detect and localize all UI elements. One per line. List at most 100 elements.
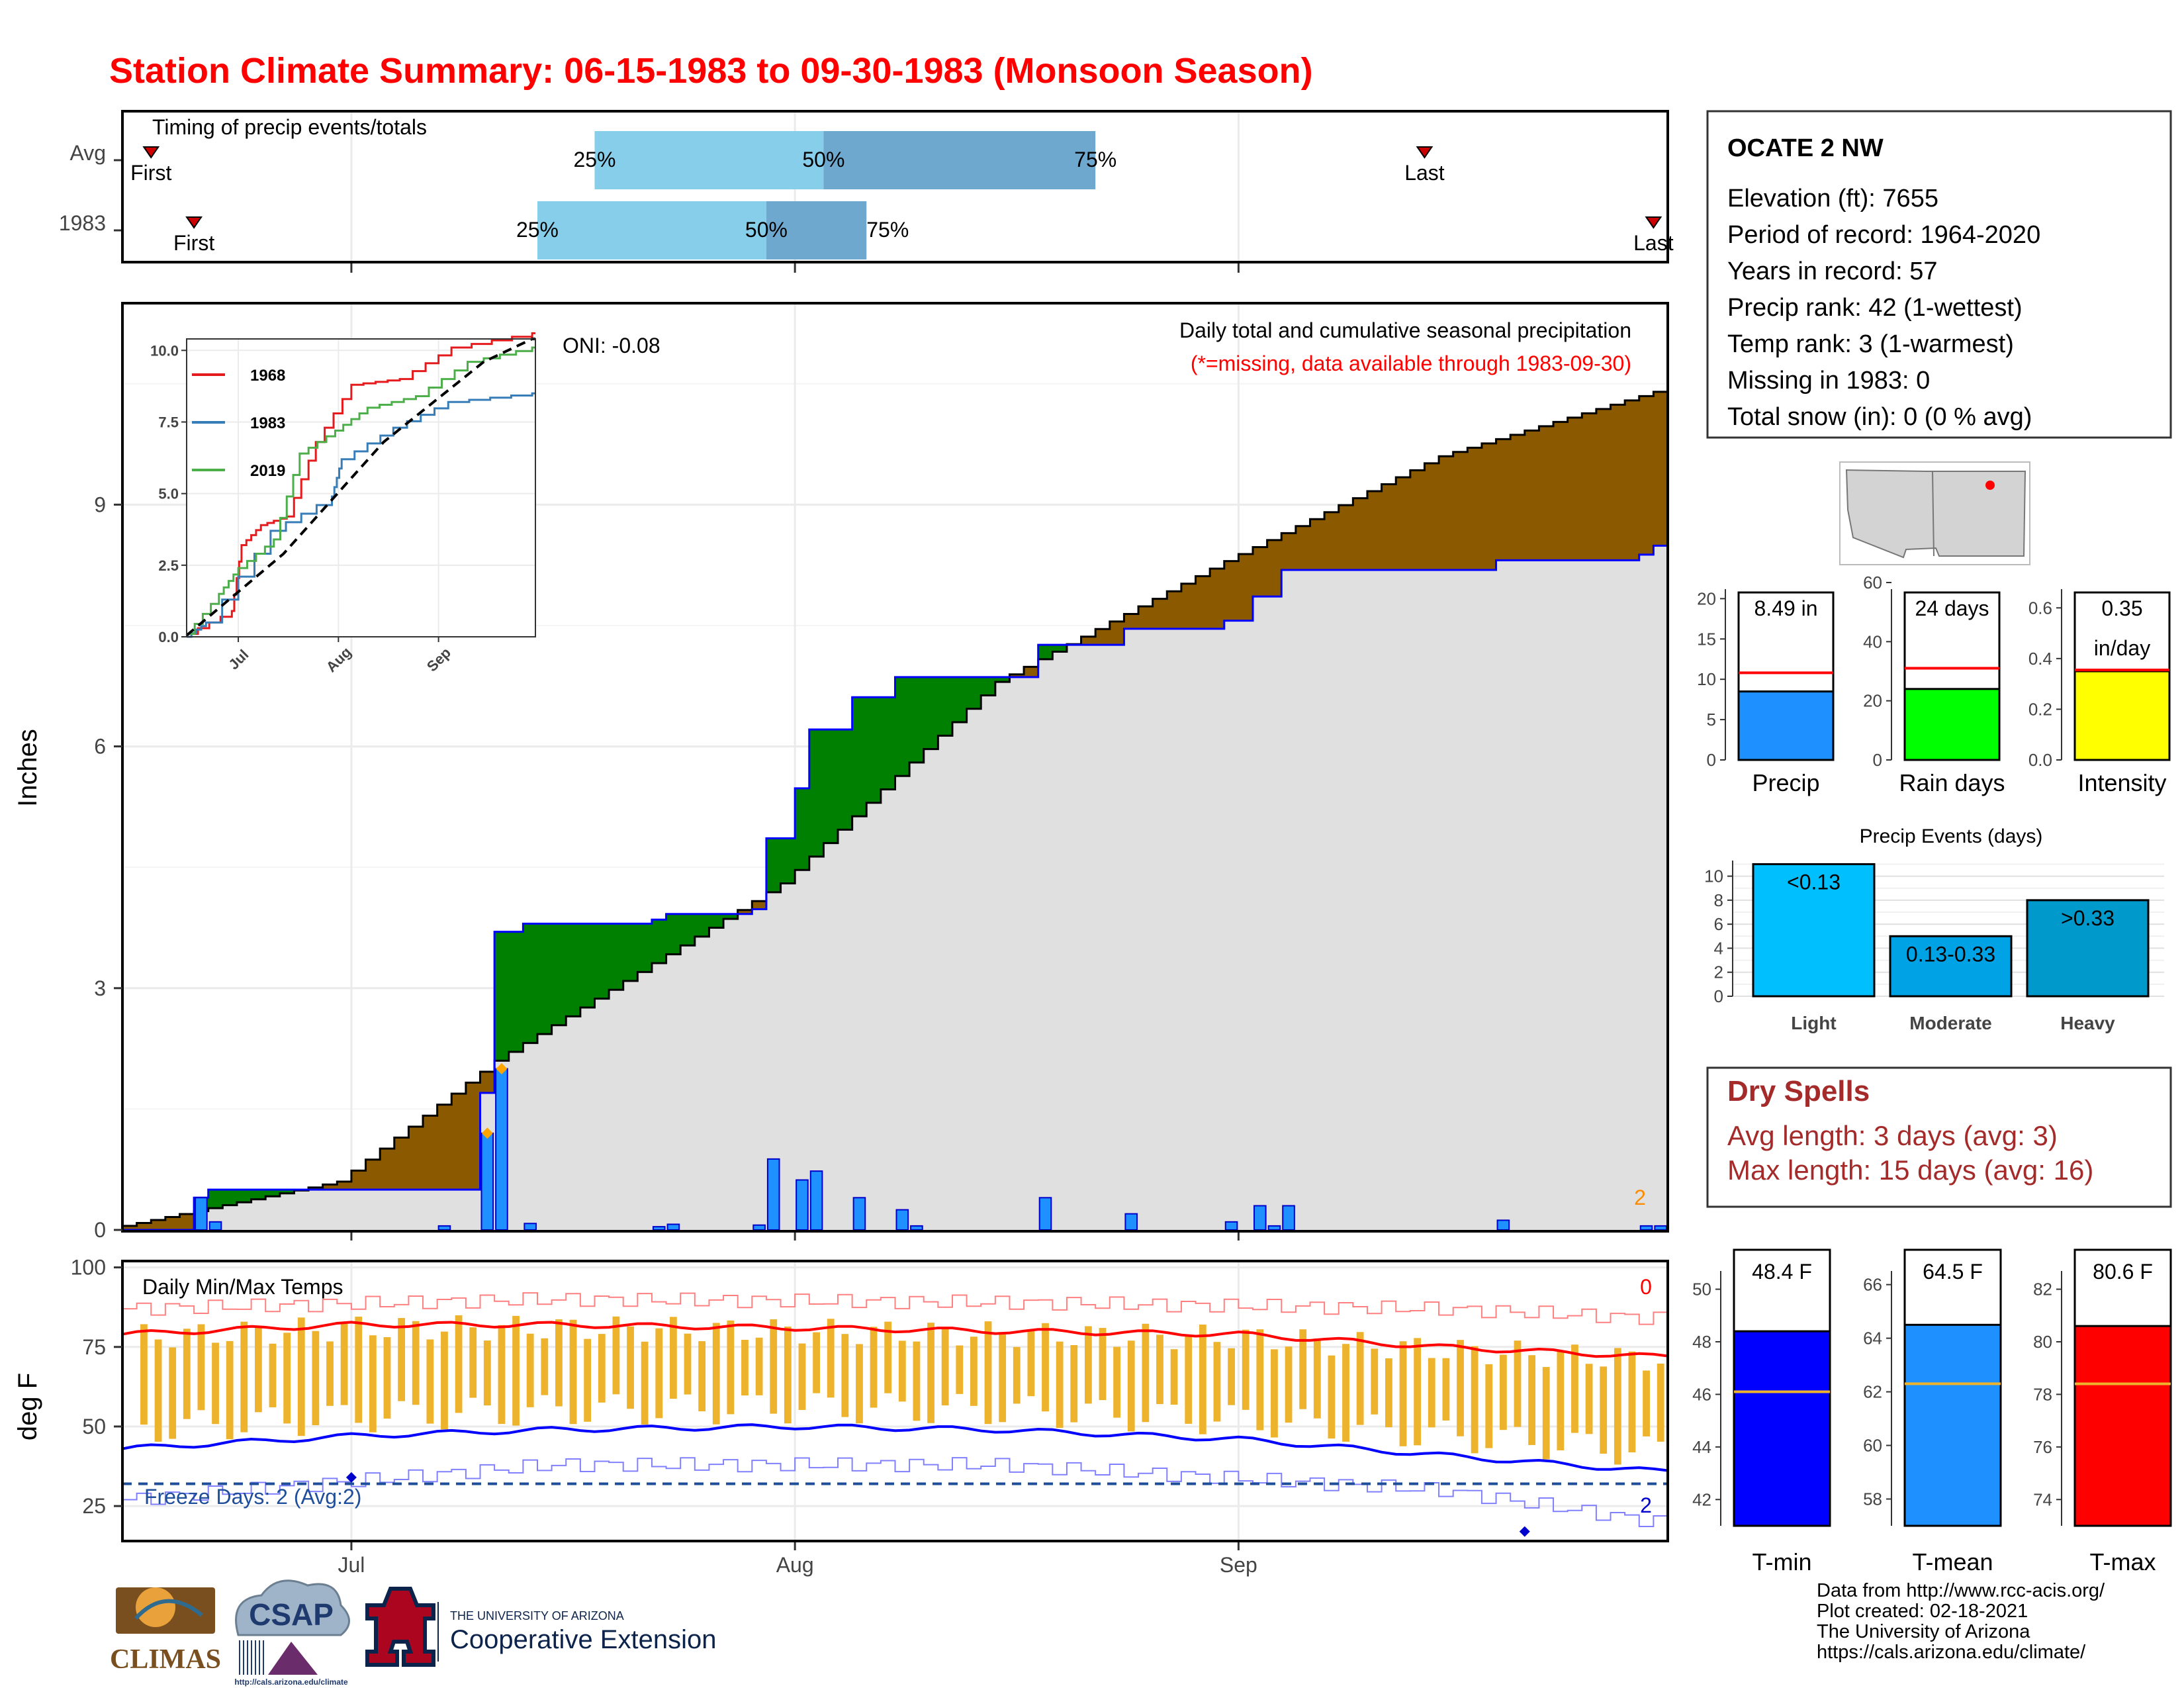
missing-note: (*=missing, data available through 1983-…	[1191, 352, 1631, 375]
daily-temp-range-bar	[169, 1347, 177, 1439]
deficit-segment	[308, 1187, 324, 1190]
daily-temp-range-bar	[1285, 1346, 1293, 1423]
temp-bar-category-label: T-mean	[1912, 1548, 1993, 1575]
mini-y-tick-label: 15	[1697, 629, 1716, 649]
daily-temp-range-bar	[870, 1327, 878, 1408]
daily-temp-range-bar	[798, 1343, 806, 1410]
daily-temp-range-bar	[755, 1337, 763, 1395]
daily-temp-range-bar	[398, 1318, 406, 1401]
daily-precip-bar	[766, 1158, 780, 1231]
daily-temp-range-bar	[498, 1325, 506, 1425]
temp-panel-label: Daily Min/Max Temps	[142, 1275, 343, 1299]
temp-y-axis-label: deg F	[13, 1373, 42, 1440]
daily-temp-range-bar	[212, 1342, 219, 1425]
mini-category-label: Precip	[1752, 769, 1819, 796]
daily-temp-range-bar	[455, 1315, 463, 1413]
deficit-segment	[1009, 674, 1024, 677]
temp-bar-y-tick-label: 64	[1863, 1329, 1882, 1348]
temp-bar-y-tick-label: 66	[1863, 1275, 1882, 1295]
daily-precip-bar	[809, 1170, 823, 1231]
temp-bar-frame	[1733, 1248, 1831, 1527]
daily-temp-range-bar	[827, 1319, 835, 1398]
deficit-segment	[322, 1184, 338, 1190]
surplus-segment	[609, 923, 624, 990]
credit-plot-created: Plot created: 02-18-2021	[1817, 1601, 2028, 1622]
daily-temp-range-bar	[627, 1326, 634, 1409]
surplus-segment	[823, 729, 839, 843]
timing-p50-label: 50%	[802, 148, 844, 171]
station-name: OCATE 2 NW	[1727, 134, 1884, 162]
temp-bar-frame	[1903, 1248, 2002, 1527]
surplus-segment	[852, 697, 867, 817]
record-max-line	[122, 1292, 1668, 1325]
daily-temp-range-bar	[1199, 1324, 1206, 1434]
temp-x-tick-label: Aug	[776, 1553, 814, 1577]
events-category-label: Light	[1791, 1013, 1836, 1033]
precip-y-tick-label: 6	[94, 735, 106, 759]
daily-temp-range-bar	[1027, 1331, 1035, 1397]
deficit-segment	[1381, 484, 1396, 570]
temp-bar-y-tick-label: 82	[2033, 1280, 2052, 1299]
mini-bar-Precip	[1737, 690, 1835, 761]
daily-precip-bar	[523, 1223, 537, 1231]
deficit-segment	[451, 1094, 467, 1190]
daily-temp-range-bar	[1042, 1323, 1049, 1412]
mini-y-tick-label: 0.6	[2028, 598, 2052, 618]
daily-temp-range-bar	[526, 1333, 534, 1407]
daily-temp-range-bar	[1385, 1358, 1392, 1428]
daily-temp-range-bar	[441, 1331, 448, 1430]
surplus-segment	[551, 923, 567, 1025]
surplus-segment	[279, 1190, 295, 1194]
station-info-line: Elevation (ft): 7655	[1727, 185, 1938, 212]
temp-bar-T-max	[2073, 1325, 2172, 1527]
first-label: First	[173, 231, 214, 255]
missing-count: 2	[1634, 1186, 1646, 1209]
daily-precip-bar	[910, 1225, 923, 1231]
daily-temp-range-bar	[1113, 1346, 1121, 1418]
first-marker	[142, 146, 160, 159]
daily-temp-range-bar	[312, 1331, 320, 1426]
daily-precip-bar	[796, 1179, 809, 1231]
mini-bar-frame	[2073, 591, 2171, 761]
station-info-line: Temp rank: 3 (1-warmest)	[1727, 330, 2014, 358]
deficit-segment	[1310, 519, 1325, 570]
deficit-segment	[1610, 404, 1625, 561]
deficit-segment	[752, 901, 767, 910]
surplus-segment	[508, 931, 523, 1052]
mini-y-tick-label: 40	[1863, 632, 1882, 651]
daily-temp-range-bar	[1256, 1329, 1264, 1430]
surplus-segment	[866, 697, 882, 803]
temp-x-tick-label: Sep	[1220, 1553, 1257, 1577]
orange-point	[496, 1063, 508, 1075]
daily-temp-range-bar	[1571, 1344, 1578, 1433]
inset-y-tick-label: 2.5	[158, 557, 179, 574]
deficit-segment	[1109, 621, 1125, 645]
deficit-segment	[465, 1082, 481, 1190]
csap-logo-mountain	[268, 1642, 318, 1675]
deficit-segment	[1410, 470, 1426, 570]
locator-map	[1839, 461, 2030, 565]
inset-series-line-1983	[187, 392, 535, 638]
temp-bar-y-tick-label: 78	[2033, 1384, 2052, 1404]
deficit-segment	[1510, 434, 1525, 561]
daily-temp-range-bar	[1084, 1326, 1092, 1404]
station-info-line: Period of record: 1964-2020	[1727, 221, 2040, 249]
daily-temp-range-bar	[541, 1338, 549, 1395]
legend-label-1983: 1983	[250, 414, 285, 432]
daily-temp-range-bar	[655, 1328, 663, 1419]
surplus-segment	[981, 677, 996, 696]
daily-precip-bar	[1267, 1225, 1281, 1231]
deficit-segment	[1138, 606, 1154, 629]
temp-bar-y-tick-label: 58	[1863, 1489, 1882, 1509]
daily-temp-range-bar	[598, 1334, 606, 1403]
deficit-segment	[1024, 667, 1039, 677]
deficit-segment	[1481, 443, 1497, 570]
credit-data-source: Data from http://www.rcc-acis.org/	[1817, 1580, 2105, 1601]
state-border	[1932, 471, 1934, 557]
deficit-segment	[1596, 408, 1612, 561]
inset-series-line-2019	[187, 346, 535, 635]
deficit-segment	[151, 1219, 166, 1230]
deficit-segment	[1453, 451, 1468, 570]
